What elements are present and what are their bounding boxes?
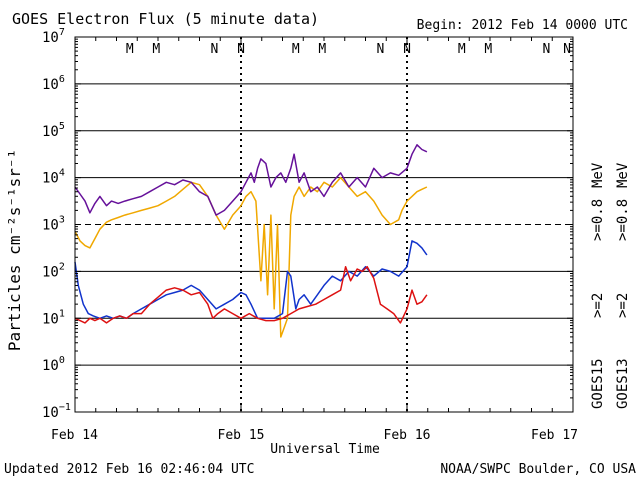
series-line xyxy=(74,144,428,216)
satellite-marker: M xyxy=(292,42,300,57)
legend-goes13: GOES13 xyxy=(615,358,631,409)
satellite-marker: M xyxy=(126,42,134,57)
series-lines xyxy=(74,144,428,338)
y-tick-label: 107 xyxy=(42,27,65,46)
satellite-marker: N xyxy=(211,42,219,57)
x-tick-label: Feb 16 xyxy=(384,428,431,443)
legend-goes15-08mev: >=0.8 xyxy=(590,199,606,241)
legend-unit-goes13: MeV xyxy=(615,162,631,188)
satellite-marker: N xyxy=(377,42,385,57)
legend-goes13-2mev: >=2 xyxy=(615,293,631,318)
satellite-marker: M xyxy=(318,42,326,57)
legend-goes13-08mev: >=0.8 xyxy=(615,199,631,241)
legend-unit-goes15: MeV xyxy=(590,162,606,188)
y-tick-label: 105 xyxy=(42,121,65,140)
satellite-marker: N xyxy=(403,42,411,57)
series-line xyxy=(74,265,428,324)
x-tick-label: Feb 15 xyxy=(218,428,265,443)
x-axis-label: Universal Time xyxy=(270,442,380,457)
y-tick-label: 10−1 xyxy=(42,402,71,421)
y-tick-label: 104 xyxy=(42,168,65,187)
day-boundaries xyxy=(240,37,408,412)
y-tick-label: 106 xyxy=(42,74,65,93)
y-axis-ticks: 107 106 105 104 103 102 101 100 10−1 xyxy=(42,27,573,421)
satellite-marker: N xyxy=(543,42,551,57)
updated-timestamp: Updated 2012 Feb 16 02:46:04 UTC xyxy=(4,462,254,477)
plot-frame xyxy=(74,36,574,413)
satellite-marker: N xyxy=(237,42,245,57)
begin-label: Begin: 2012 Feb 14 0000 UTC xyxy=(417,18,628,33)
x-tick-label: Feb 17 xyxy=(531,428,578,443)
legend-goes15-2mev: >=2 xyxy=(590,293,606,318)
y-axis-label: Particles cm⁻²s⁻¹sr⁻¹ xyxy=(5,149,24,351)
grid xyxy=(75,83,573,366)
chart-title: GOES Electron Flux (5 minute data) xyxy=(12,10,319,28)
satellite-marker: M xyxy=(458,42,466,57)
y-tick-label: 101 xyxy=(42,308,65,327)
x-tick-label: Feb 14 xyxy=(51,428,98,443)
x-axis-ticks: Feb 14 Feb 15 Feb 16 Feb 17 xyxy=(51,37,578,443)
source-credit: NOAA/SWPC Boulder, CO USA xyxy=(440,462,636,477)
y-tick-label: 102 xyxy=(42,261,65,280)
legend: GOES15 GOES13 >=2 >=2 >=0.8 >=0.8 MeV Me… xyxy=(590,162,631,409)
y-tick-label: 103 xyxy=(42,215,65,234)
series-line xyxy=(74,176,428,338)
satellite-marker: N xyxy=(563,42,571,57)
satellite-marker: M xyxy=(152,42,160,57)
y-tick-label: 100 xyxy=(42,355,65,374)
legend-goes15: GOES15 xyxy=(590,358,606,409)
satellite-marker: M xyxy=(484,42,492,57)
